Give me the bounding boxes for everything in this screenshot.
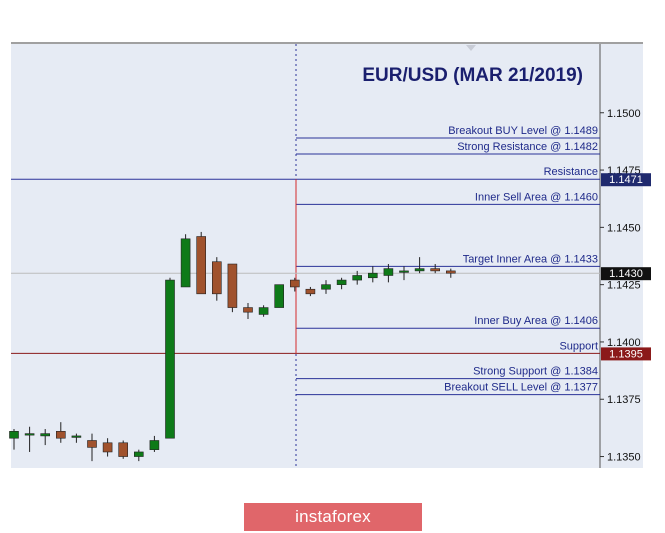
chart-title: EUR/USD (MAR 21/2019) bbox=[362, 65, 583, 86]
level-label: Breakout SELL Level @ 1.1377 bbox=[444, 382, 598, 394]
candle-body bbox=[399, 270, 409, 273]
instaforex-logo: instaforex bbox=[244, 503, 422, 531]
level-label: Strong Support @ 1.1384 bbox=[473, 366, 598, 378]
candle-body bbox=[367, 272, 378, 279]
y-tick-label: 1.1500 bbox=[607, 108, 641, 120]
candle-body bbox=[118, 442, 128, 457]
candle-body bbox=[196, 236, 206, 295]
candle-body bbox=[305, 288, 316, 295]
candle-body bbox=[134, 451, 144, 457]
level-label: Strong Resistance @ 1.1482 bbox=[457, 141, 598, 153]
candle-body bbox=[71, 435, 82, 438]
candle-body bbox=[227, 263, 238, 308]
candle-body bbox=[212, 261, 222, 295]
candle-body bbox=[321, 284, 331, 290]
level-label: Target Inner Area @ 1.1433 bbox=[463, 253, 598, 265]
candle-body bbox=[289, 279, 300, 288]
candle-body bbox=[55, 431, 66, 439]
candle-body bbox=[40, 433, 51, 437]
level-label: Support bbox=[559, 340, 598, 352]
candle-body bbox=[243, 307, 253, 313]
current-price-label: 1.1430 bbox=[609, 268, 643, 280]
candle-body bbox=[258, 307, 269, 315]
plot-background bbox=[11, 44, 643, 468]
y-tick-label: 1.1425 bbox=[607, 280, 641, 292]
candle-body bbox=[414, 268, 425, 272]
y-tick-label: 1.1400 bbox=[607, 337, 641, 349]
level-price-label: 1.1395 bbox=[609, 348, 643, 360]
candle-body bbox=[336, 279, 347, 285]
level-label: Breakout BUY Level @ 1.1489 bbox=[448, 125, 598, 137]
candle-body bbox=[383, 268, 394, 276]
level-label: Inner Sell Area @ 1.1460 bbox=[475, 191, 598, 203]
y-tick-label: 1.1350 bbox=[607, 452, 641, 464]
candle-body bbox=[87, 440, 97, 448]
level-price-label: 1.1471 bbox=[609, 174, 643, 186]
level-price-box bbox=[601, 347, 651, 361]
shift-marker-icon bbox=[466, 45, 476, 51]
candle-body bbox=[165, 279, 175, 439]
candle-body bbox=[149, 440, 160, 450]
level-price-box bbox=[601, 173, 651, 187]
candle-body bbox=[445, 270, 456, 274]
candle-body bbox=[102, 442, 113, 453]
candle-body bbox=[430, 268, 441, 272]
candle-body bbox=[24, 433, 35, 436]
level-label: Inner Buy Area @ 1.1406 bbox=[474, 315, 598, 327]
candle-body bbox=[274, 284, 285, 308]
y-tick-label: 1.1450 bbox=[607, 222, 641, 234]
level-label: Resistance bbox=[544, 166, 598, 178]
current-price-box bbox=[601, 267, 651, 281]
y-tick-label: 1.1375 bbox=[607, 394, 641, 406]
candle-body bbox=[9, 431, 19, 439]
candle-body bbox=[180, 238, 191, 288]
candle-body bbox=[352, 275, 363, 281]
